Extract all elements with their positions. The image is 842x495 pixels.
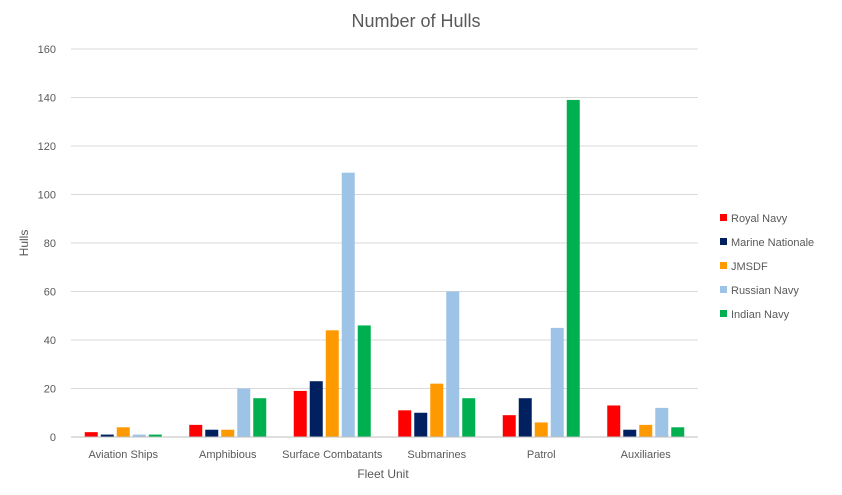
legend-label: Russian Navy	[731, 285, 799, 297]
y-tick-label: 80	[44, 238, 56, 250]
bar	[550, 327, 564, 437]
bar	[325, 330, 339, 437]
bar	[341, 172, 355, 438]
bar	[84, 432, 98, 437]
y-tick-label: 20	[44, 384, 56, 396]
bar	[414, 412, 428, 437]
bar	[623, 429, 637, 437]
y-tick-label: 120	[38, 141, 56, 153]
y-tick-label: 140	[38, 93, 56, 105]
y-axis-ticks: 0 20 40 60 80 100 120 140 160	[38, 44, 56, 444]
bar	[502, 415, 516, 437]
gridlines	[71, 48, 698, 389]
legend-swatch	[720, 286, 727, 293]
bar	[132, 434, 146, 437]
x-tick-label: Aviation Ships	[88, 449, 158, 461]
bar	[237, 388, 251, 437]
bar	[566, 99, 580, 438]
bar	[148, 434, 162, 437]
bar	[639, 424, 653, 437]
legend: Royal Navy Marine Nationale JMSDF Russian N…	[720, 213, 814, 321]
bar	[357, 325, 371, 437]
bars	[84, 99, 685, 438]
legend-swatch	[720, 262, 727, 269]
x-tick-label: Surface Combatants	[282, 449, 383, 461]
bar	[309, 381, 323, 437]
y-tick-label: 60	[44, 287, 56, 299]
y-tick-label: 100	[38, 190, 56, 202]
legend-swatch	[720, 214, 727, 221]
chart-title: Number of Hulls	[351, 11, 480, 31]
bar	[116, 427, 130, 437]
bar	[518, 398, 532, 437]
y-tick-label: 0	[50, 432, 56, 444]
bar	[534, 422, 548, 437]
bar	[446, 291, 460, 437]
x-tick-label: Amphibious	[199, 449, 257, 461]
bar	[671, 427, 685, 437]
y-axis-title: Hulls	[17, 230, 31, 257]
x-tick-label: Patrol	[527, 449, 556, 461]
bar	[462, 398, 476, 437]
x-axis-title: Fleet Unit	[357, 467, 409, 481]
y-tick-label: 160	[38, 44, 56, 56]
bar	[253, 398, 267, 437]
bar	[221, 429, 235, 437]
bar	[189, 424, 203, 437]
legend-swatch	[720, 238, 727, 245]
legend-label: JMSDF	[731, 261, 768, 273]
legend-label: Royal Navy	[731, 213, 788, 225]
x-tick-label: Auxiliaries	[621, 449, 672, 461]
bar	[430, 383, 444, 437]
legend-label: Marine Nationale	[731, 237, 814, 249]
bar	[293, 390, 307, 437]
bar	[100, 434, 114, 437]
bar	[205, 429, 219, 437]
bar	[398, 410, 412, 437]
legend-label: Indian Navy	[731, 309, 790, 321]
x-axis-ticks: Aviation Ships Amphibious Surface Combatan…	[88, 449, 671, 461]
bar	[607, 405, 621, 437]
legend-swatch	[720, 310, 727, 317]
bar	[655, 407, 669, 437]
y-tick-label: 40	[44, 335, 56, 347]
x-tick-label: Submarines	[407, 449, 466, 461]
